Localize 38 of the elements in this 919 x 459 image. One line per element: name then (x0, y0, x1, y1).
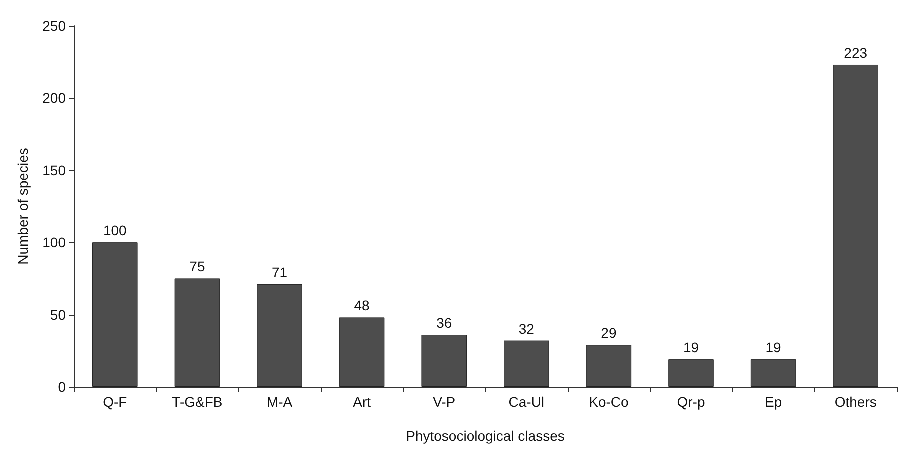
x-tick-label: Ep (764, 394, 782, 410)
y-tick-label: 50 (50, 306, 66, 323)
data-label: 48 (354, 298, 370, 314)
data-label: 75 (190, 258, 206, 275)
x-tick-label: Ko-Co (589, 394, 630, 410)
data-label: 19 (683, 340, 700, 356)
bar (257, 284, 302, 387)
bar (750, 360, 796, 387)
x-tick-label: Q-F (103, 394, 128, 410)
bar (92, 242, 138, 387)
x-tick-label: V-P (433, 394, 456, 410)
bar (339, 318, 385, 387)
data-label: 223 (844, 44, 868, 61)
x-tick-label: Art (353, 394, 372, 410)
x-axis-title: Phytosociological classes (406, 428, 565, 444)
y-tick-label: 0 (58, 379, 66, 395)
data-label: 71 (272, 264, 288, 280)
x-tick-label: Others (834, 394, 877, 410)
y-tick-label: 200 (42, 90, 66, 106)
y-tick-label: 150 (42, 162, 66, 178)
x-tick-label: Ca-Ul (508, 394, 545, 410)
bar (422, 335, 467, 387)
x-tick-label: M-A (266, 394, 294, 410)
bar (668, 360, 714, 387)
data-label: 19 (766, 340, 782, 356)
bar (833, 64, 878, 387)
bar (586, 345, 632, 387)
y-tick-label: 100 (42, 234, 66, 251)
y-tick-label: 250 (42, 18, 66, 34)
bar (504, 340, 550, 387)
data-label: 32 (518, 320, 535, 337)
y-axis-title: Number of species (15, 148, 31, 265)
data-label: 36 (436, 315, 452, 332)
x-tick-label: T-G&FB (172, 394, 223, 410)
x-tick-label: Qr-p (677, 394, 706, 410)
data-label: 100 (103, 222, 128, 239)
data-label: 29 (601, 325, 617, 342)
bar (174, 278, 220, 387)
